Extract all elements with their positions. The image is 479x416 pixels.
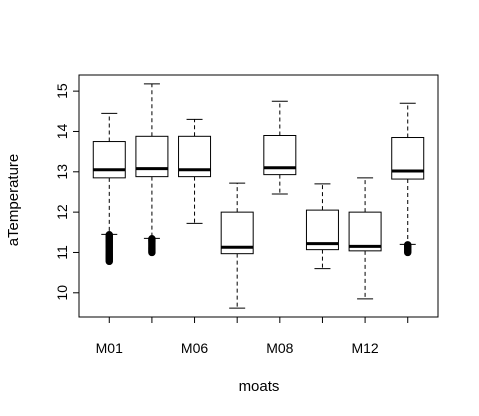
x-axis-label: moats — [239, 378, 280, 395]
x-tick-label: M01 — [96, 340, 123, 356]
box-M09 — [305, 183, 339, 270]
x-axis: M01 M06 M08 M12 — [96, 317, 409, 356]
box-M01 — [92, 112, 126, 266]
box-M06 — [178, 118, 212, 224]
iqr-box — [348, 211, 382, 252]
y-axis-label: aTemperature — [5, 154, 22, 247]
y-tick-label: 14 — [54, 123, 70, 139]
iqr-box — [92, 141, 126, 179]
plot-area — [78, 74, 439, 318]
box-M13 — [391, 102, 425, 257]
y-tick-label: 11 — [54, 245, 70, 260]
plot-frame — [78, 74, 439, 318]
y-tick-label: 13 — [54, 164, 70, 180]
x-tick-label: M12 — [351, 340, 378, 356]
iqr-box — [391, 137, 425, 180]
y-tick-label: 12 — [54, 204, 70, 220]
x-tick-label: M06 — [181, 340, 208, 356]
x-tick-label: M08 — [266, 340, 293, 356]
iqr-box — [135, 135, 169, 178]
y-tick-label: 15 — [54, 83, 70, 99]
box-M07 — [220, 182, 254, 309]
y-tick-label: 10 — [54, 285, 70, 301]
box-M02 — [135, 83, 169, 257]
y-axis: 10 11 12 13 14 15 — [54, 83, 79, 301]
box-M12 — [348, 177, 382, 300]
box-M08 — [263, 100, 297, 195]
